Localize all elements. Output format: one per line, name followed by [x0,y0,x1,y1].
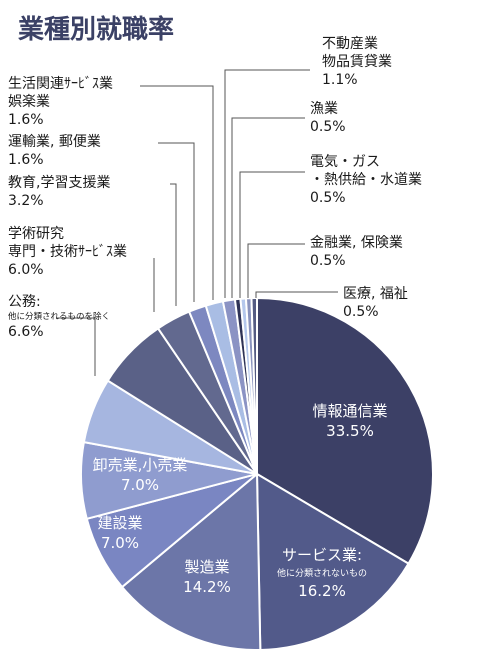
pie-slices [80,296,434,651]
outside-label-12-0: 漁業 [310,101,338,117]
pie-slice-1 [255,472,410,651]
leader-line-11 [224,69,310,298]
outside-label-6-1: 他に分類されるものを除く [8,311,110,322]
leader-line-14 [247,243,305,298]
pie-slice-0 [256,296,434,565]
inside-label-1-2: 16.2% [298,582,346,600]
leader-line-12 [231,117,305,298]
leader-line-8 [170,183,177,306]
outside-label-5-0: 学術研究 [8,226,64,242]
inside-label-4-0: 卸売業,小売業 [93,456,188,474]
outside-label-11-2: 1.1% [322,72,358,88]
slice-labels: 情報通信業 33.5% サービス業: 他に分類されないもの 16.2% 製造業 14.2% 建… [8,36,422,600]
inside-label-1-1: 他に分類されないもの [277,567,367,579]
outside-label-5-1: 専門・技術ｻｰﾋﾞｽ業 [8,244,127,260]
inside-label-0-1: 33.5% [326,422,374,440]
outside-label-15-1: 0.5% [343,304,379,320]
inside-label-2-1: 14.2% [183,578,231,596]
inside-label-3-1: 7.0% [101,534,139,552]
leader-line-13 [239,171,305,298]
leader-line-9 [158,142,195,302]
leader-line-6 [56,317,96,376]
outside-label-6-2: 6.6% [8,324,44,340]
outside-label-13-2: 0.5% [310,190,346,206]
inside-label-1-0: サービス業: [282,546,362,564]
inside-label-3-0: 建設業 [97,514,142,532]
leader-line-15 [255,291,338,298]
outside-label-11-0: 不動産業 [322,36,378,52]
inside-label-0-0: 情報通信業 [312,402,387,420]
leader-lines [56,69,338,376]
outside-label-10-1: 娯楽業 [8,94,50,110]
outside-label-10-2: 1.6% [8,112,44,128]
outside-label-10-0: 生活関連ｻｰﾋﾞｽ業 [8,76,113,92]
outside-label-6-0: 公務: [8,294,41,310]
chart-title: 業種別就職率 [18,14,174,45]
outside-label-8-0: 教育,学習支援業 [8,175,110,191]
outside-label-8-1: 3.2% [8,193,44,209]
outside-label-12-1: 0.5% [310,119,346,135]
pie-slice-15 [250,296,258,475]
outside-label-11-1: 物品賃貸業 [322,54,392,70]
inside-label-2-0: 製造業 [184,558,229,576]
outside-label-9-1: 1.6% [8,152,44,168]
outside-label-5-2: 6.0% [8,262,44,278]
outside-label-9-0: 運輸業, 郵便業 [8,134,101,150]
outside-label-13-0: 電気・ガス [310,154,380,170]
pie-slice-2 [120,471,262,651]
leader-line-10 [140,85,214,300]
outside-label-13-1: ・熱供給・水道業 [310,172,422,188]
inside-label-4-1: 7.0% [121,476,159,494]
outside-label-14-1: 0.5% [310,253,346,269]
outside-label-14-0: 金融業, 保険業 [310,235,403,251]
outside-label-15-0: 医療, 福祉 [343,285,408,302]
